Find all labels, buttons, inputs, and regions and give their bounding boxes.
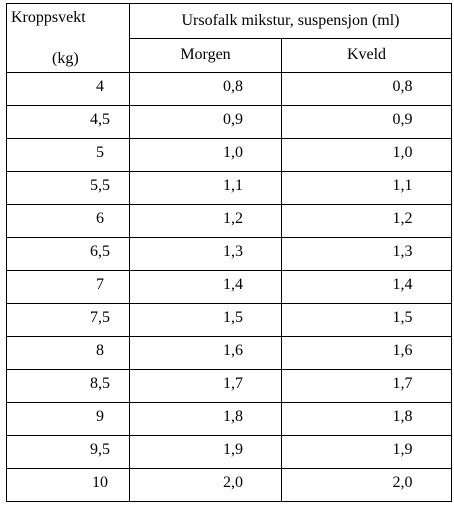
table-row: 8,5 1,7 1,7	[6, 369, 453, 403]
table-row: 7 1,4 1,4	[6, 270, 453, 304]
morning-dose-cell: 1,6	[129, 336, 282, 370]
evening-dose-cell: 1,3	[280, 237, 453, 271]
weight-cell: 10	[6, 468, 130, 502]
evening-dose-cell: 1,5	[280, 303, 453, 337]
morning-dose-cell: 0,8	[129, 72, 282, 106]
table-row: 4 0,8 0,8	[6, 72, 453, 106]
evening-dose-cell: 1,2	[280, 204, 453, 238]
weight-cell: 5,5	[6, 171, 130, 205]
evening-dose-cell: 1,6	[280, 336, 453, 370]
weight-header-unit: (kg)	[52, 50, 79, 67]
table-row: 6,5 1,3 1,3	[6, 237, 453, 271]
table-row: 9 1,8 1,8	[6, 402, 453, 436]
weight-cell: 7	[6, 270, 130, 304]
evening-dose-cell: 1,9	[280, 435, 453, 469]
morning-dose-cell: 1,9	[129, 435, 282, 469]
weight-cell: 5	[6, 138, 130, 172]
weight-cell: 7,5	[6, 303, 130, 337]
weight-cell: 6,5	[6, 237, 130, 271]
table-row: 10 2,0 2,0	[6, 468, 453, 502]
evening-dose-cell: 1,4	[280, 270, 453, 304]
morning-column-header: Morgen	[129, 37, 282, 73]
weight-cell: 6	[6, 204, 130, 238]
evening-dose-cell: 0,8	[280, 72, 453, 106]
dosage-table: Kroppsvekt (kg) Ursofalk mikstur, suspen…	[6, 3, 453, 502]
morning-dose-cell: 1,3	[129, 237, 282, 271]
evening-dose-cell: 0,9	[280, 105, 453, 139]
morning-dose-cell: 1,5	[129, 303, 282, 337]
table-row: 5,5 1,1 1,1	[6, 171, 453, 205]
weight-column-header: Kroppsvekt (kg)	[6, 3, 130, 73]
evening-dose-cell: 1,1	[280, 171, 453, 205]
table-row: 7,5 1,5 1,5	[6, 303, 453, 337]
table-body: 4 0,8 0,8 4,5 0,9 0,9 5 1,0 1,0 5,5 1,1 1,1 6 1,2 1,2 6…	[6, 72, 453, 502]
morning-dose-cell: 1,2	[129, 204, 282, 238]
table-row: 5 1,0 1,0	[6, 138, 453, 172]
table-row: 9,5 1,9 1,9	[6, 435, 453, 469]
subheader-row: Morgen Kveld	[7, 37, 453, 73]
weight-cell: 4,5	[6, 105, 130, 139]
suspension-column-header: Ursofalk mikstur, suspensjon (ml)	[128, 3, 453, 39]
evening-dose-cell: 1,8	[280, 402, 453, 436]
weight-cell: 9	[6, 402, 130, 436]
evening-dose-cell: 1,0	[280, 138, 453, 172]
morning-dose-cell: 1,8	[129, 402, 282, 436]
table-row: 6 1,2 1,2	[6, 204, 453, 238]
morning-dose-cell: 2,0	[129, 468, 282, 502]
table-row: 8 1,6 1,6	[6, 336, 453, 370]
morning-dose-cell: 1,7	[129, 369, 282, 403]
table-row: 4,5 0,9 0,9	[6, 105, 453, 139]
evening-column-header: Kveld	[280, 37, 453, 73]
weight-cell: 4	[6, 72, 130, 106]
weight-header-label: Kroppsvekt	[11, 9, 86, 26]
morning-dose-cell: 1,1	[129, 171, 282, 205]
evening-dose-cell: 1,7	[280, 369, 453, 403]
weight-cell: 8,5	[6, 369, 130, 403]
weight-cell: 9,5	[6, 435, 130, 469]
evening-dose-cell: 2,0	[280, 468, 453, 502]
weight-cell: 8	[6, 336, 130, 370]
header-row: Kroppsvekt (kg) Ursofalk mikstur, suspen…	[6, 3, 453, 73]
morning-dose-cell: 1,0	[129, 138, 282, 172]
morning-dose-cell: 1,4	[129, 270, 282, 304]
morning-dose-cell: 0,9	[129, 105, 282, 139]
